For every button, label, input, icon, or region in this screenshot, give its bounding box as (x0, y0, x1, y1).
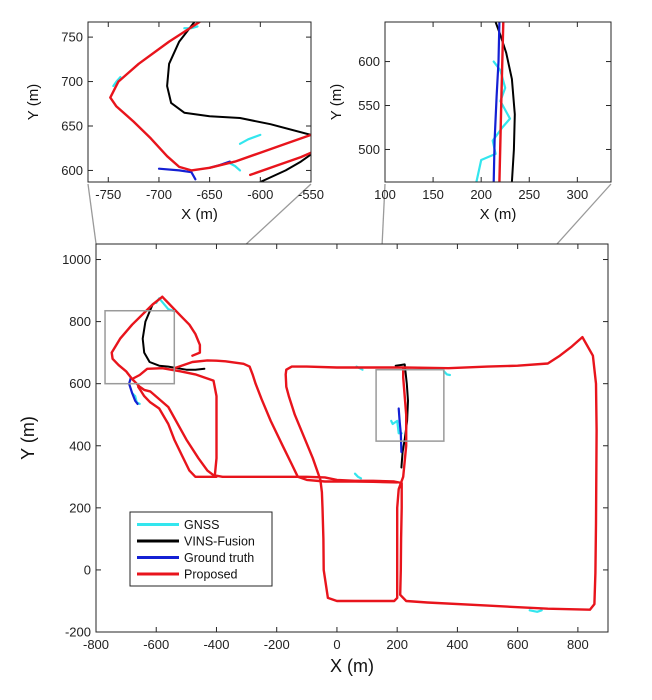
y-tick-label: 600 (69, 376, 91, 391)
x-tick-label: 400 (447, 637, 469, 652)
legend-label: VINS-Fusion (184, 535, 255, 549)
plot-frame (87, 21, 312, 183)
x-axis-label: X (m) (480, 206, 517, 223)
y-tick-label: 650 (61, 119, 83, 134)
proposed-trajectory-segment (110, 295, 598, 611)
gnss-trajectory-segment (442, 370, 451, 377)
x-tick-label: 0 (333, 637, 340, 652)
x-tick-label: -200 (264, 637, 290, 652)
y-axis-label: Y (m) (18, 416, 38, 460)
ground-truth-trajectory-segment (492, 22, 501, 182)
y-tick-label: 700 (61, 74, 83, 89)
proposed-trajectory-segment (498, 22, 505, 182)
x-tick-label: 200 (470, 187, 492, 202)
legend: GNSS VINS-Fusion Ground truth Proposed (129, 511, 273, 587)
vins-fusion-trajectory-segment (166, 22, 311, 136)
x-axis-label: X (m) (330, 656, 374, 676)
y-tick-label: 550 (358, 98, 380, 113)
series-layer (110, 295, 598, 613)
plot-frame (384, 21, 612, 183)
vins-fusion-trajectory-segment (141, 303, 206, 371)
y-tick-label: 400 (69, 438, 91, 453)
y-axis-label: Y (m) (328, 84, 345, 120)
plot-area (88, 22, 311, 182)
y-tick-label: 0 (84, 562, 91, 577)
proposed-trajectory-segment (137, 385, 218, 478)
x-tick-label: -600 (143, 637, 169, 652)
proposed-trajectory-segment (249, 151, 311, 177)
legend-label: GNSS (184, 518, 219, 532)
inset-right-plot: 100 150 200 250 300 500 550 600 X (m) Y (m) (328, 21, 612, 223)
gnss-trajectory-segment (353, 472, 363, 480)
x-axis-label: X (m) (181, 206, 218, 223)
series-layer (109, 22, 311, 182)
y-axis-label: Y (m) (25, 84, 42, 120)
x-tick-label: -600 (247, 187, 273, 202)
proposed-trajectory-segment (109, 22, 311, 172)
ground-truth-trajectory-segment (128, 376, 139, 405)
legend-label: Proposed (184, 568, 238, 582)
x-tick-label: -650 (197, 187, 223, 202)
x-tick-label: -400 (203, 637, 229, 652)
y-tick-label: 800 (69, 314, 91, 329)
x-tick-label: 150 (422, 187, 444, 202)
main-trajectory-plot: -800 -600 -400 -200 0 200 400 600 800 -200 0 200 400… (18, 243, 609, 676)
x-tick-label: -700 (146, 187, 172, 202)
x-tick-label: 800 (567, 637, 589, 652)
vins-fusion-trajectory-segment (394, 363, 409, 469)
zoom-region-box (375, 368, 445, 442)
series-layer (475, 22, 516, 182)
y-tick-label: 500 (358, 142, 380, 157)
y-tick-label: 200 (69, 500, 91, 515)
x-tick-label: 250 (518, 187, 540, 202)
gnss-trajectory-segment (238, 133, 262, 145)
x-tick-label: -550 (298, 187, 324, 202)
vins-fusion-trajectory-segment (259, 153, 311, 182)
zoom-region-box (104, 309, 176, 385)
x-tick-label: 600 (507, 637, 529, 652)
x-tick-label: -750 (95, 187, 121, 202)
x-tick-label: -800 (83, 637, 109, 652)
proposed-trajectory-segment (173, 359, 399, 484)
gnss-trajectory-segment (112, 76, 122, 88)
y-tick-label: -200 (65, 625, 91, 640)
y-tick-label: 750 (61, 30, 83, 45)
x-tick-label: 300 (566, 187, 588, 202)
plot-frame (95, 243, 609, 633)
y-tick-label: 1000 (62, 252, 91, 267)
gnss-trajectory-segment (228, 162, 242, 172)
proposed-trajectory-segment (130, 367, 218, 475)
gnss-trajectory-segment (528, 609, 543, 613)
legend-label: Ground truth (184, 551, 254, 565)
vins-fusion-trajectory-segment (494, 22, 516, 182)
y-tick-label: 600 (61, 163, 83, 178)
inset-left-plot: -750 -700 -650 -600 -550 600 650 700 750 X (m) Y (… (25, 21, 324, 223)
y-tick-label: 600 (358, 54, 380, 69)
x-tick-label: 200 (386, 637, 408, 652)
ground-truth-trajectory-segment (397, 407, 403, 454)
ground-truth-trajectory-segment (157, 167, 197, 181)
x-tick-label: 100 (374, 187, 396, 202)
proposed-trajectory-segment (161, 295, 202, 357)
